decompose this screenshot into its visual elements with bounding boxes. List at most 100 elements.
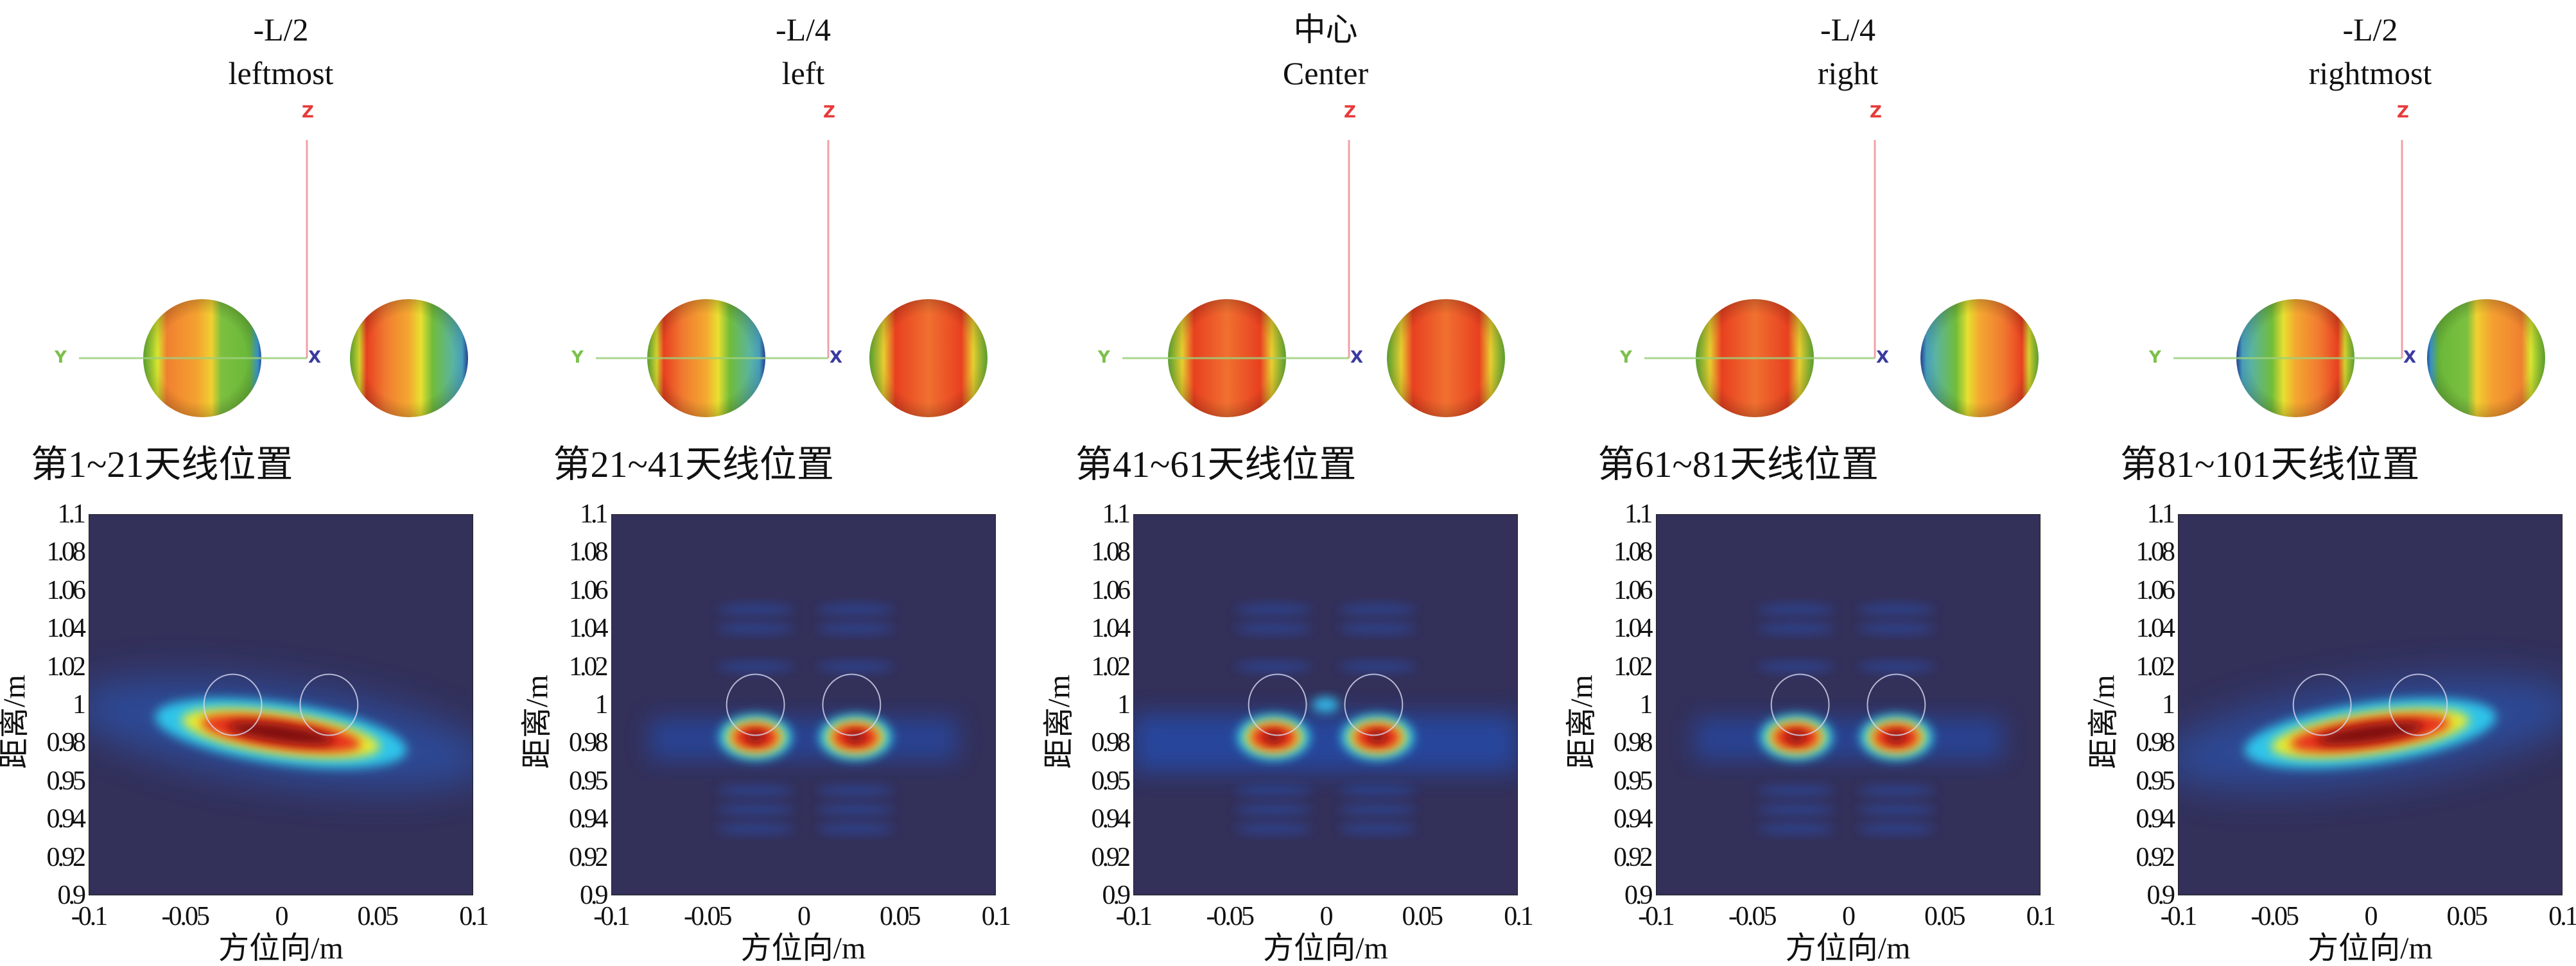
y-tick-label: 1.02 bbox=[1614, 651, 1653, 682]
x-tick-label: -0.05 bbox=[1728, 902, 1777, 931]
peak-group bbox=[2178, 677, 2563, 789]
sidelobe bbox=[717, 660, 794, 673]
y-tick-label: 1.1 bbox=[580, 499, 609, 529]
y-tick-label: 1.08 bbox=[1614, 537, 1653, 567]
y-tick-label: 0.94 bbox=[2136, 804, 2176, 834]
y-tick-label: 0.92 bbox=[2136, 842, 2176, 872]
target-scene-3d bbox=[2173, 140, 2545, 417]
y-tick-label: 1.02 bbox=[46, 651, 87, 682]
sidelobe bbox=[1757, 804, 1835, 816]
peak-core bbox=[227, 721, 335, 745]
sidelobe bbox=[1339, 823, 1416, 834]
y-axis-label: Y bbox=[1620, 348, 1632, 367]
y-tick-label: 0.95 bbox=[1614, 766, 1653, 796]
y-tick-label: 1.04 bbox=[2136, 614, 2176, 644]
sidelobe bbox=[1235, 784, 1312, 797]
sphere-shading bbox=[1920, 299, 2039, 417]
sidelobe bbox=[717, 623, 794, 635]
x-tick-label: 0.05 bbox=[880, 902, 921, 931]
sidelobe bbox=[816, 623, 894, 635]
sidelobe bbox=[1235, 823, 1312, 834]
x-tick-label: 0.05 bbox=[2446, 902, 2489, 931]
y-tick-label: 0.98 bbox=[46, 728, 87, 758]
x-axis-label: X bbox=[1876, 348, 1890, 367]
heatmap-plot bbox=[611, 514, 996, 895]
y-axis-label: Y bbox=[55, 348, 67, 367]
x-tick-label: -0.1 bbox=[2160, 902, 2198, 931]
direction-label: leftmost bbox=[228, 55, 334, 91]
y-tick-label: 1.02 bbox=[1091, 651, 1131, 682]
x-axis-label: X bbox=[2403, 348, 2417, 367]
sidelobe bbox=[1757, 623, 1835, 635]
sidelobe bbox=[1757, 660, 1835, 673]
sidelobe-band bbox=[649, 718, 957, 761]
y-tick-label: 0.9 bbox=[57, 881, 87, 910]
x-tick-label: 0.05 bbox=[357, 902, 399, 931]
y-tick-label: 0.95 bbox=[1091, 766, 1131, 796]
target-scene-3d bbox=[79, 140, 468, 417]
sidelobe bbox=[1857, 623, 1935, 635]
y-tick-label: 0.9 bbox=[1624, 881, 1653, 910]
sphere-shading bbox=[869, 299, 988, 417]
peak-core bbox=[2317, 721, 2424, 745]
y-tick-label: 0.92 bbox=[46, 842, 87, 872]
x-tick-label: -0.1 bbox=[593, 902, 631, 931]
target-outline bbox=[1344, 673, 1404, 736]
x-tick-label: 0.1 bbox=[2026, 902, 2057, 931]
y-tick-label: 0.9 bbox=[2146, 881, 2176, 910]
position-label: -L/4 bbox=[775, 12, 831, 47]
y-tick-label: 1.08 bbox=[2136, 537, 2176, 567]
sidelobe bbox=[1857, 804, 1935, 816]
sidelobe bbox=[1235, 804, 1312, 816]
x-axis-label: X bbox=[1350, 348, 1364, 367]
sidelobe bbox=[717, 603, 794, 616]
x-axis-title: 方位向/m bbox=[740, 931, 866, 965]
y-tick-label: 1.04 bbox=[1614, 614, 1653, 644]
x-tick-label: -0.05 bbox=[1206, 902, 1255, 931]
antenna-position-caption: 第61~81天线位置 bbox=[1597, 444, 1879, 485]
heatmap-plot bbox=[89, 514, 473, 895]
x-axis-title: 方位向/m bbox=[218, 931, 344, 965]
x-axis-title: 方位向/m bbox=[1263, 931, 1388, 965]
heatmap-plot bbox=[1133, 514, 1518, 895]
sidelobe bbox=[816, 784, 894, 797]
antenna-position-caption: 第1~21天线位置 bbox=[31, 444, 293, 485]
sidelobe bbox=[1235, 660, 1312, 673]
z-axis-label: Z bbox=[1870, 103, 1882, 122]
z-axis-label: Z bbox=[302, 103, 314, 122]
x-axis-label: X bbox=[308, 348, 322, 367]
sphere-shading bbox=[350, 299, 468, 417]
y-tick-label: 0.94 bbox=[1091, 804, 1131, 834]
y-tick-label: 0.98 bbox=[2136, 728, 2176, 758]
z-axis-label: Z bbox=[1344, 103, 1356, 122]
direction-label: left bbox=[781, 55, 825, 91]
x-axis-label: X bbox=[830, 348, 843, 367]
y-tick-label: 1.1 bbox=[1624, 499, 1653, 529]
heatmap-plot bbox=[1655, 514, 2041, 895]
y-tick-label: 1.04 bbox=[1091, 614, 1131, 644]
target-scene-3d bbox=[596, 140, 988, 417]
y-tick-label: 0.94 bbox=[1614, 804, 1653, 834]
y-tick-label: 1.06 bbox=[1614, 575, 1653, 605]
target-outline bbox=[203, 673, 263, 736]
target-outline bbox=[726, 673, 785, 736]
x-tick-label: -0.05 bbox=[2250, 902, 2300, 931]
target-scene-3d bbox=[1644, 140, 2039, 417]
peak-core bbox=[1886, 731, 1906, 743]
y-tick-label: 0.98 bbox=[1614, 728, 1653, 758]
y-tick-label: 0.9 bbox=[1102, 881, 1131, 910]
heatmap-plot bbox=[2178, 514, 2563, 895]
sidelobe bbox=[717, 823, 794, 834]
y-axis-label: Y bbox=[571, 348, 584, 367]
x-tick-label: 0.1 bbox=[2548, 902, 2576, 931]
y-tick-label: 1.02 bbox=[569, 651, 609, 682]
x-tick-label: 0 bbox=[797, 902, 811, 931]
x-tick-label: -0.1 bbox=[1638, 902, 1675, 931]
direction-label: rightmost bbox=[2308, 55, 2432, 91]
antenna-position-caption: 第21~41天线位置 bbox=[553, 444, 834, 485]
y-tick-label: 1.1 bbox=[2146, 499, 2176, 529]
target-outline bbox=[2292, 673, 2352, 736]
y-tick-label: 1.06 bbox=[2136, 575, 2176, 605]
target-scene-3d bbox=[1122, 140, 1505, 417]
sidelobe bbox=[1757, 823, 1835, 834]
